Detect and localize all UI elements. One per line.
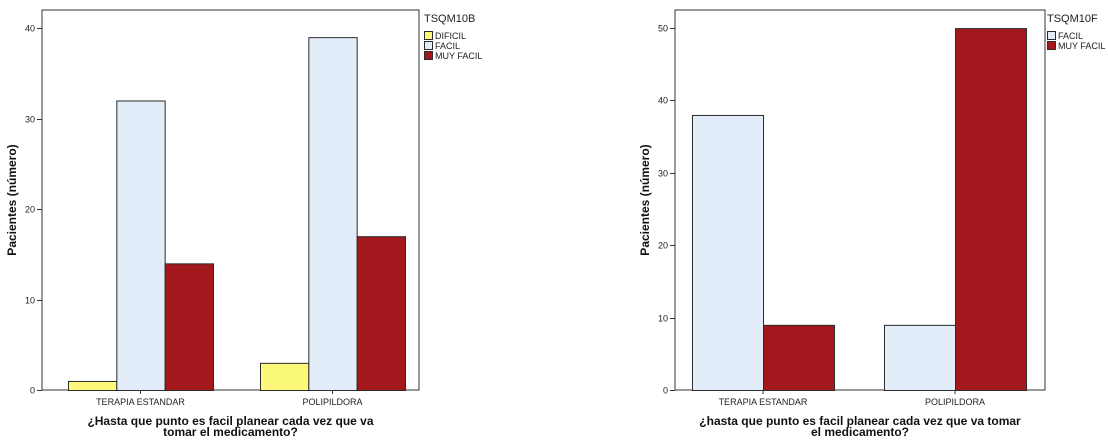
x-tick-label: POLIPILDORA [302,397,362,407]
y-tick-label: 10 [25,296,35,306]
bar-dificil-terapia-estandar [68,380,118,392]
y-tick-label: 0 [663,386,668,396]
legend-swatch-facil [424,41,433,50]
y-tick-label: 20 [25,205,35,215]
y-tick-label: 0 [30,386,35,396]
bar-muy-facil-polipildora [356,236,406,391]
legend-label-muy-facil: MUY FACIL [435,51,482,61]
legend-label-dificil: DIFICIL [435,31,466,41]
legend-label-facil: FACIL [1058,31,1083,41]
legend-swatch-muy-facil [1047,41,1056,50]
y-axis-title: Pacientes (número) [638,144,652,255]
bar-dificil-polipildora [260,362,310,392]
bar-facil-polipildora [308,37,358,392]
legend-title: TSQM10B [424,13,475,25]
y-tick-label: 30 [658,169,668,179]
y-tick-label: 10 [658,314,668,324]
x-axis-title-line: tomar el medicamento? [163,425,298,439]
chart-left: 0 10 20 30 40 TERAPIA ESTANDAR POLIPILDORA Paci… [5,9,482,439]
bar-facil-polipildora [884,324,956,392]
x-axis-title-line: ¿Hasta que punto es facil planear cada v… [87,414,373,428]
legend-title: TSQM10F [1047,13,1098,25]
plot-frame [674,9,1046,391]
bar-facil-terapia-estandar [692,114,764,391]
y-tick-label: 50 [658,24,668,34]
x-tick-label: TERAPIA ESTANDAR [96,397,185,407]
x-tick-label: POLIPILDORA [925,397,985,407]
x-axis-title-line: ¿hasta que punto es facil planear cada v… [699,414,1021,428]
bar-muy-facil-terapia-estandar [164,263,215,392]
y-axis-title: Pacientes (número) [5,144,19,255]
legend-swatch-facil [1047,31,1056,40]
legend-label-muy-facil: MUY FACIL [1058,41,1105,51]
y-tick-label: 40 [658,96,668,106]
y-tick-label: 20 [658,241,668,251]
x-axis-title-line: el medicamento? [811,425,909,439]
legend-swatch-muy-facil [424,51,433,60]
chart-right: 0 10 20 30 40 50 TERAPIA ESTANDAR POLIPILDORA Pa… [638,9,1105,439]
bar-muy-facil-terapia-estandar [763,324,835,392]
legend-swatch-dificil [424,31,433,40]
y-tick-label: 40 [25,24,35,34]
bar-facil-terapia-estandar [116,100,166,391]
plot-frame [41,9,420,391]
legend-label-facil: FACIL [435,41,460,51]
y-tick-label: 30 [25,115,35,125]
x-tick-label: TERAPIA ESTANDAR [719,397,808,407]
bar-muy-facil-polipildora [955,28,1027,391]
